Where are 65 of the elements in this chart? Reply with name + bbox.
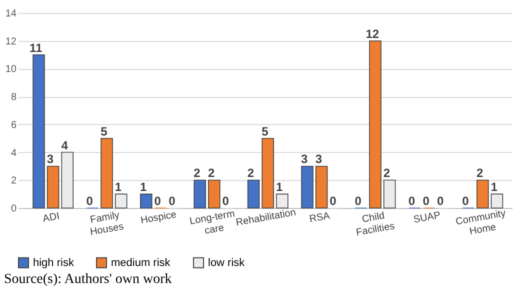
y-tick-label: 2 [10,176,17,187]
bar [61,152,74,208]
bar [301,166,314,208]
data-label: 3 [46,152,54,166]
data-label: 2 [247,166,254,180]
bar [490,194,504,208]
bar [247,180,260,208]
data-label: 1 [140,180,147,194]
bar [32,54,45,208]
bar [140,194,152,208]
y-tick-label: 14 [5,8,17,20]
data-label: 0 [422,194,430,208]
legend-label: low risk [208,256,246,269]
data-label: 0 [222,194,230,208]
data-label: 0 [154,194,162,208]
bar [369,40,382,208]
data-label: 11 [30,40,43,55]
y-tick-label: 10 [5,64,17,76]
bar [46,166,60,208]
data-label: 1 [276,180,283,194]
y-tick-label: 8 [10,92,17,104]
data-label: 0 [408,194,416,208]
bar [208,180,220,208]
data-label: 5 [262,124,269,138]
data-label: 2 [383,166,390,180]
data-label: 1 [114,180,122,194]
x-tick-label: Rehabilitation [235,207,297,229]
bar [194,180,206,208]
x-tick-label: Long-term care [188,208,236,237]
y-tick-label: 4 [10,148,17,159]
data-label: 0 [462,194,470,208]
bar [315,166,328,208]
data-label: 12 [366,26,380,41]
bar [276,194,288,208]
x-tick-label: Child Facilities [355,210,396,239]
legend-label: high risk [33,256,74,269]
data-label: 2 [194,166,201,180]
bar [383,180,396,208]
bar [262,138,274,208]
data-label: 2 [476,166,484,180]
data-label: 0 [86,194,94,208]
data-label: 0 [330,194,337,208]
data-label: 1 [490,180,498,194]
data-label: 0 [354,194,362,208]
x-tick-label: Community Home [454,208,507,238]
data-label: 3 [315,152,322,166]
bar [100,138,113,208]
x-tick-label: RSA [308,210,332,226]
x-tick-label: Hospice [140,209,178,226]
x-tick-label: ADI [42,211,60,225]
x-tick-label: SUAP [412,210,442,226]
y-tick-label: 0 [10,204,17,214]
data-label: 4 [61,138,68,152]
source-note: Source(s): Authors' own work [3,272,173,288]
legend-label: medium risk [111,256,171,269]
y-tick-label: 12 [5,36,17,48]
x-tick-label: Family Houses [89,210,125,238]
data-label: 5 [100,124,108,138]
data-label: 0 [168,194,176,208]
bar [476,180,489,208]
data-label: 0 [437,194,444,208]
bar [114,194,128,208]
data-label: 3 [301,152,308,166]
y-tick-label: 6 [10,120,17,131]
data-label: 2 [208,166,215,180]
